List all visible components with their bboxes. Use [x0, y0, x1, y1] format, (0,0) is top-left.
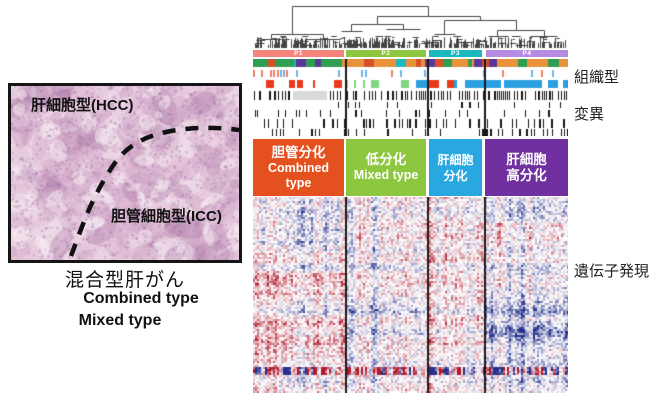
cluster-block-poorly-differentiated: 低分化 Mixed type — [346, 139, 426, 196]
label-tissue-type: 組織型 — [574, 69, 620, 86]
icc-region-label: 胆管細胞型(ICC) — [111, 208, 222, 225]
cluster-block-line: 高分化 — [506, 167, 547, 183]
cluster-label-blocks: 胆管分化 Combined type 低分化 Mixed type 肝細胞 分化… — [253, 139, 568, 196]
cluster-header-p2: P2 — [346, 50, 426, 57]
cluster-header-p4: P4 — [486, 50, 568, 57]
cluster-block-line: 分化 — [443, 168, 468, 183]
cluster-block-line: type — [285, 175, 312, 190]
cluster-block-bile-duct-differentiation: 胆管分化 Combined type — [253, 139, 344, 196]
cluster-block-line: 低分化 — [365, 152, 407, 167]
cluster-block-line: Mixed type — [353, 168, 419, 182]
cluster-header-p1: P1 — [253, 50, 344, 57]
expression-heatmap — [253, 197, 568, 393]
cluster-block-line: 胆管分化 — [271, 144, 326, 160]
label-mutation: 変異 — [574, 106, 605, 123]
annotation-tracks — [253, 59, 568, 136]
hcc-region-label: 肝細胞型(HCC) — [31, 97, 134, 114]
cluster-block-hepatocyte-well-differentiated: 肝細胞 高分化 — [485, 139, 568, 196]
tumor-boundary-dashed-line — [68, 125, 239, 257]
histology-tissue-texture — [11, 86, 239, 260]
cluster-block-hepatocyte-differentiation: 肝細胞 分化 — [429, 139, 482, 196]
caption-mixed-liver-cancer: 混合型肝がん — [64, 270, 185, 291]
histology-image: 肝細胞型(HCC) 胆管細胞型(ICC) — [8, 83, 242, 263]
cluster-block-line: Combined — [267, 160, 330, 175]
cluster-block-line: 肝細胞 — [437, 152, 474, 167]
cluster-block-line: 肝細胞 — [506, 151, 547, 167]
cluster-header-bar: P1 P2 P3 P4 — [253, 50, 568, 57]
caption-combined-type: Combined type — [83, 290, 199, 307]
label-gene-expression: 遺伝子発現 — [574, 263, 650, 280]
caption-mixed-type: Mixed type — [78, 312, 162, 329]
clustering-dendrogram — [253, 2, 568, 49]
cluster-header-p3: P3 — [429, 50, 482, 57]
